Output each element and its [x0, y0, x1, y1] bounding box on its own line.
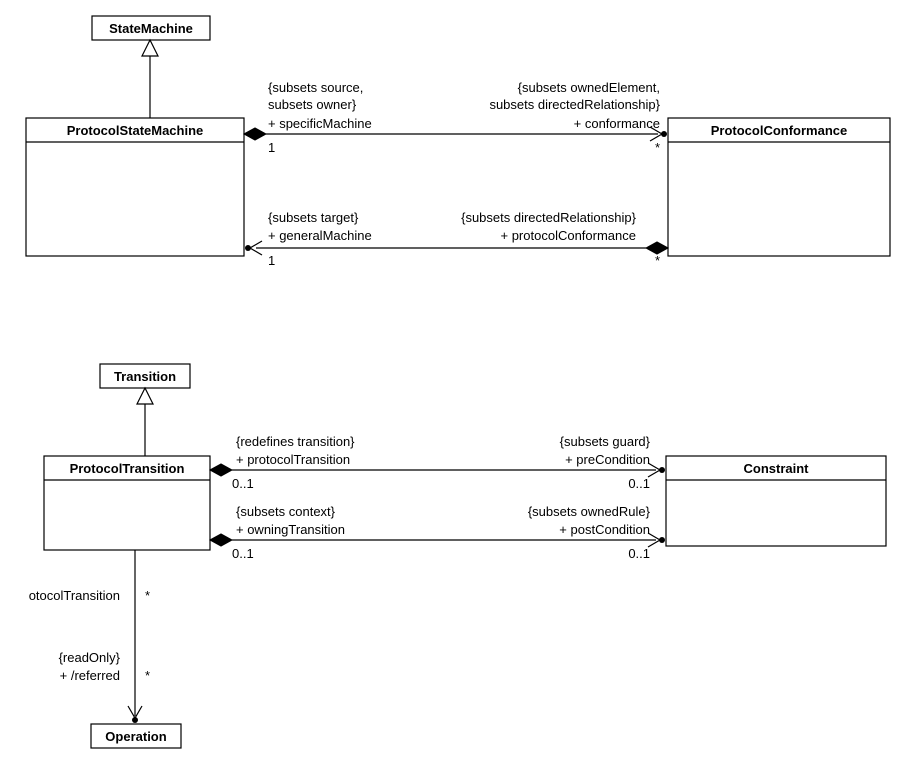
- edge-psm-pc-bottom: {subsets target} + generalMachine 1 {sub…: [245, 210, 668, 268]
- edge-psm-pc-top: {subsets source, subsets owner} + specif…: [244, 80, 667, 155]
- class-transition: Transition: [100, 364, 190, 388]
- constraint-label: {subsets context}: [236, 504, 336, 519]
- mult-label: *: [655, 140, 660, 155]
- edge-pt-op: otocolTransition * {readOnly} + /referre…: [29, 550, 150, 723]
- role-label: + /referred: [60, 668, 120, 683]
- class-title: ProtocolTransition: [70, 461, 185, 476]
- class-title: Transition: [114, 369, 176, 384]
- edge-generalization-pt-t: [137, 388, 153, 456]
- mult-label: 0..1: [628, 476, 650, 491]
- class-title: ProtocolStateMachine: [67, 123, 204, 138]
- edge-pt-c-bottom: {subsets context} + owningTransition 0..…: [210, 504, 665, 561]
- class-title: StateMachine: [109, 21, 193, 36]
- role-label: otocolTransition: [29, 588, 120, 603]
- constraint-label: {subsets directedRelationship}: [461, 210, 637, 225]
- role-label: + preCondition: [565, 452, 650, 467]
- mult-label: 0..1: [232, 476, 254, 491]
- mult-label: *: [145, 588, 150, 603]
- constraint-label: {subsets ownedElement,: [518, 80, 660, 95]
- role-label: + postCondition: [559, 522, 650, 537]
- class-protocoltransition: ProtocolTransition: [44, 456, 210, 550]
- mult-label: 1: [268, 253, 275, 268]
- class-title: Constraint: [744, 461, 810, 476]
- role-label: + protocolConformance: [501, 228, 637, 243]
- class-protocolconformance: ProtocolConformance: [668, 118, 890, 256]
- mult-label: *: [145, 668, 150, 683]
- class-operation: Operation: [91, 724, 181, 748]
- constraint-label: {subsets ownedRule}: [528, 504, 651, 519]
- mult-label: 0..1: [628, 546, 650, 561]
- edge-generalization-psm-sm: [142, 40, 158, 118]
- edge-pt-c-top: {redefines transition} + protocolTransit…: [210, 434, 665, 491]
- class-title: Operation: [105, 729, 166, 744]
- class-protocolstatemachine: ProtocolStateMachine: [26, 118, 244, 256]
- role-label: + owningTransition: [236, 522, 345, 537]
- role-label: + protocolTransition: [236, 452, 350, 467]
- mult-label: *: [655, 253, 660, 268]
- constraint-label: {readOnly}: [59, 650, 121, 665]
- class-constraint: Constraint: [666, 456, 886, 546]
- constraint-label: {subsets target}: [268, 210, 359, 225]
- uml-diagram: StateMachine ProtocolStateMachine Protoc…: [0, 0, 901, 766]
- role-label: + specificMachine: [268, 116, 372, 131]
- role-label: + conformance: [574, 116, 660, 131]
- role-label: + generalMachine: [268, 228, 372, 243]
- mult-label: 1: [268, 140, 275, 155]
- constraint-label: {redefines transition}: [236, 434, 355, 449]
- class-title: ProtocolConformance: [711, 123, 848, 138]
- constraint-label: {subsets source,: [268, 80, 363, 95]
- mult-label: 0..1: [232, 546, 254, 561]
- constraint-label: subsets owner}: [268, 97, 357, 112]
- constraint-label: subsets directedRelationship}: [489, 97, 660, 112]
- class-statemachine: StateMachine: [92, 16, 210, 40]
- constraint-label: {subsets guard}: [560, 434, 651, 449]
